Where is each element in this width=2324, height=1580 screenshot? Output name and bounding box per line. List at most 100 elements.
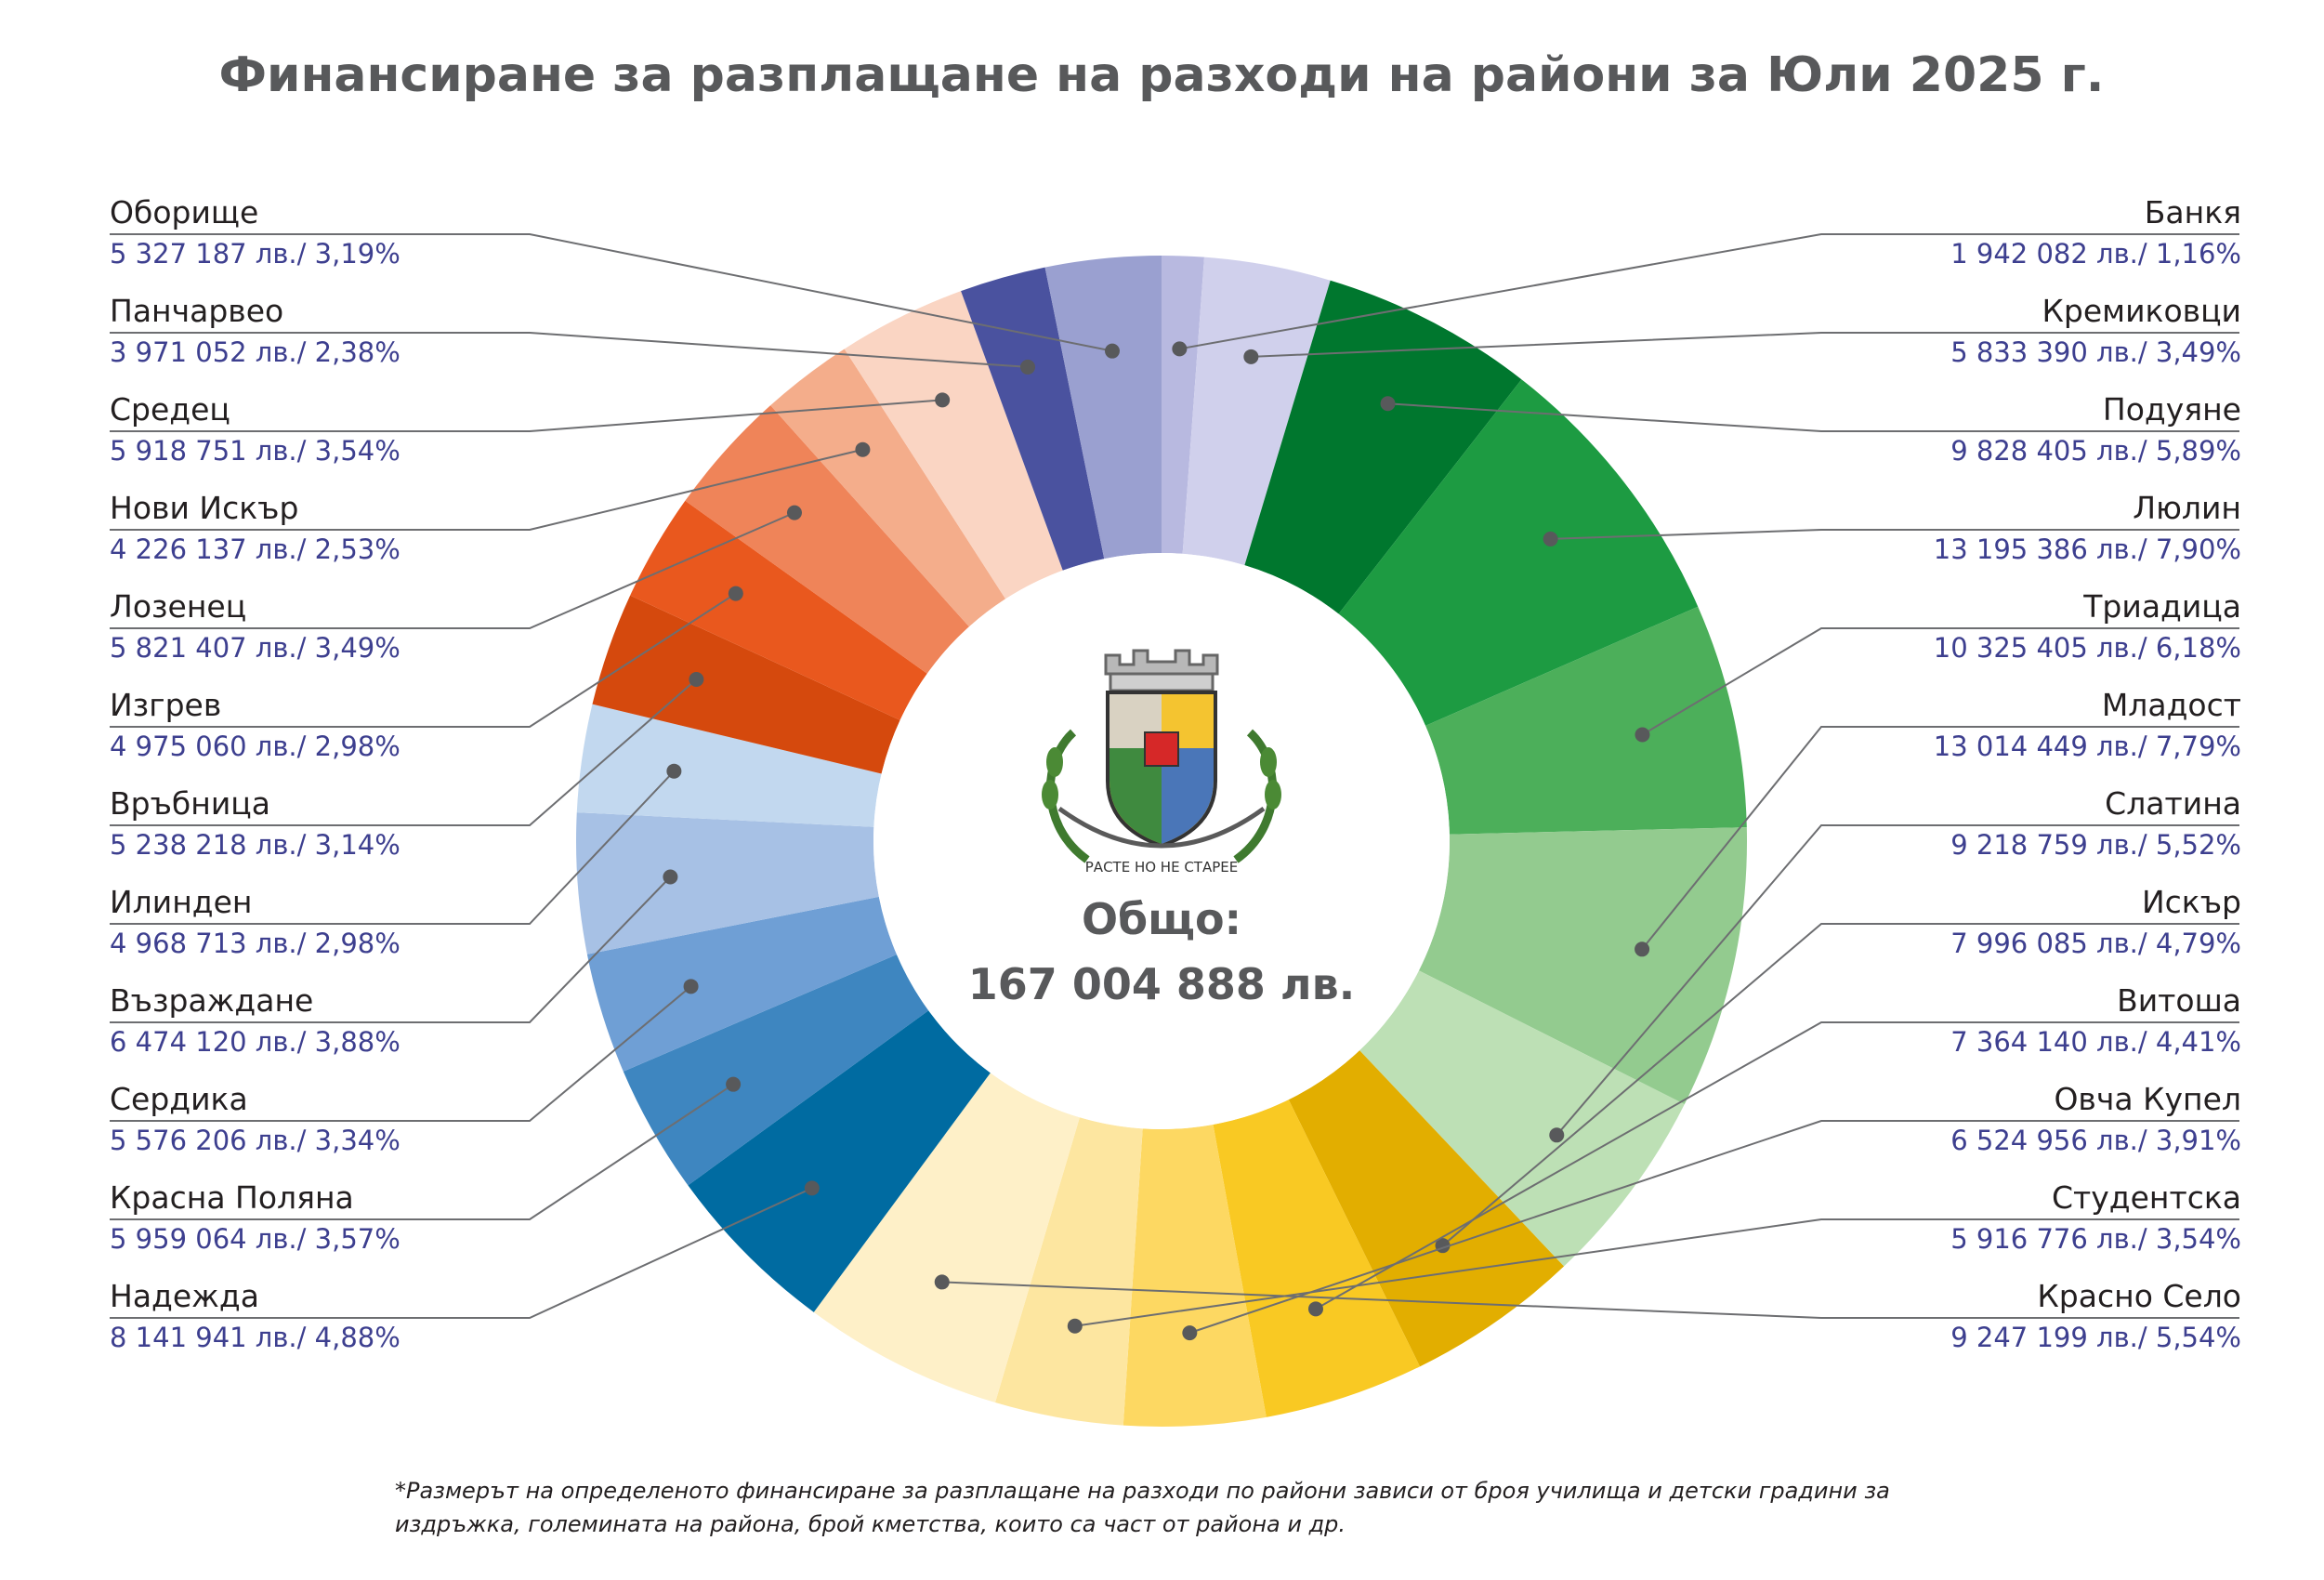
slice-7 [1359, 970, 1685, 1267]
slice-18 [592, 595, 900, 774]
label-value-19: 4 975 060 лв./ 2,98% [110, 731, 400, 762]
leader-line-11 [1074, 1218, 2239, 1327]
label-name-2: Кремиковци [2042, 293, 2242, 329]
label-value-1: 1 942 082 лв./ 1,16% [1950, 238, 2241, 270]
slice-2 [1182, 257, 1331, 566]
leader-dot-20 [786, 505, 802, 520]
leader-line-5 [1641, 627, 2239, 736]
label-value-24: 5 327 187 лв./ 3,19% [110, 238, 400, 270]
leader-dot-18 [689, 671, 704, 687]
slice-4 [1338, 379, 1699, 726]
label-value-21: 4 226 137 лв./ 2,53% [110, 533, 400, 565]
slice-14 [623, 954, 929, 1186]
label-name-4: Люлин [2133, 490, 2241, 526]
leader-line-1 [1179, 233, 2239, 350]
slice-10 [1123, 1124, 1267, 1427]
leader-line-24 [110, 233, 1113, 352]
leader-dot-11 [1067, 1318, 1083, 1334]
leader-dot-19 [728, 586, 743, 601]
label-name-20: Лозенец [110, 588, 246, 625]
leader-dot-14 [726, 1076, 742, 1092]
total-label: Общо: [1082, 894, 1241, 944]
label-name-9: Витоша [2117, 982, 2241, 1019]
label-name-13: Надежда [110, 1278, 259, 1314]
label-value-3: 9 828 405 лв./ 5,89% [1950, 435, 2241, 467]
leader-line-13 [110, 1187, 813, 1319]
leader-line-22 [110, 399, 943, 432]
leader-line-12 [941, 1281, 2239, 1319]
label-value-17: 4 968 713 лв./ 2,98% [110, 928, 400, 959]
label-value-4: 13 195 386 лв./ 7,90% [1934, 533, 2241, 565]
leader-dot-9 [1307, 1301, 1323, 1317]
leader-dot-21 [855, 441, 871, 457]
leader-line-4 [1550, 529, 2239, 540]
slice-8 [1288, 1050, 1565, 1367]
label-value-20: 5 821 407 лв./ 3,49% [110, 632, 400, 664]
label-value-13: 8 141 941 лв./ 4,88% [110, 1322, 400, 1353]
slice-5 [1425, 606, 1747, 835]
label-name-11: Студентска [2052, 1179, 2241, 1216]
label-name-22: Средец [110, 391, 230, 428]
slice-15 [586, 896, 897, 1072]
label-name-12: Красно Село [2037, 1278, 2241, 1314]
leader-dot-13 [804, 1180, 820, 1196]
label-value-12: 9 247 199 лв./ 5,54% [1950, 1322, 2241, 1353]
slice-19 [630, 500, 927, 720]
leader-dot-3 [1380, 396, 1396, 412]
label-name-24: Оборище [110, 194, 258, 230]
label-name-19: Изгрев [110, 687, 221, 723]
leader-line-20 [110, 511, 795, 629]
label-value-5: 10 325 405 лв./ 6,18% [1934, 632, 2241, 664]
label-name-7: Слатина [2105, 785, 2241, 822]
leader-line-16 [110, 876, 672, 1023]
slice-11 [995, 1117, 1143, 1426]
slice-6 [1418, 827, 1747, 1105]
leader-line-9 [1315, 1021, 2239, 1310]
leader-line-14 [110, 1083, 734, 1220]
sofia-coat-of-arms: РАСТЕ НО НЕ СТАРЕЕ [1042, 649, 1281, 876]
label-value-10: 6 524 956 лв./ 3,91% [1950, 1125, 2241, 1156]
leader-dot-10 [1182, 1325, 1198, 1341]
leader-line-3 [1387, 402, 2239, 432]
leader-dot-16 [663, 869, 678, 885]
leader-dot-5 [1635, 727, 1650, 743]
leader-line-18 [110, 678, 698, 826]
label-value-11: 5 916 776 лв./ 3,54% [1950, 1223, 2241, 1255]
slice-13 [688, 1010, 991, 1312]
footnote-line-1: *Размерът на определеното финансиране за… [395, 1478, 1890, 1504]
label-name-5: Триадица [2082, 588, 2241, 625]
label-value-2: 5 833 390 лв./ 3,49% [1950, 336, 2241, 368]
label-value-16: 6 474 120 лв./ 3,88% [110, 1026, 400, 1058]
slice-21 [770, 349, 1006, 627]
slice-1 [1162, 256, 1204, 554]
leader-line-15 [110, 985, 692, 1122]
label-name-17: Илинден [110, 884, 253, 920]
leader-line-23 [110, 332, 1029, 368]
leader-dot-6 [1635, 941, 1650, 957]
slice-17 [576, 704, 882, 827]
slice-24 [1044, 256, 1162, 560]
chart-title: Финансиране за разплащане на разходи на … [218, 47, 2104, 103]
footnote-line-2: издръжка, големината на района, брой кме… [395, 1511, 1346, 1537]
leader-dot-23 [1020, 359, 1036, 375]
leader-dot-17 [666, 763, 682, 779]
leader-dot-7 [1549, 1127, 1565, 1143]
leader-dot-15 [683, 979, 699, 994]
label-name-15: Сердика [110, 1081, 248, 1117]
leader-line-21 [110, 448, 863, 531]
leader-dot-4 [1543, 531, 1558, 546]
label-value-9: 7 364 140 лв./ 4,41% [1950, 1026, 2241, 1058]
label-name-6: Младост [2102, 687, 2241, 723]
label-name-21: Нови Искър [110, 490, 298, 526]
label-value-18: 5 238 218 лв./ 3,14% [110, 829, 400, 861]
label-value-15: 5 576 206 лв./ 3,34% [110, 1125, 400, 1156]
slice-16 [576, 812, 879, 955]
leader-line-8 [1441, 923, 2239, 1246]
label-name-18: Връбница [110, 785, 270, 822]
emblem-motto: РАСТЕ НО НЕ СТАРЕЕ [1085, 859, 1238, 876]
label-value-14: 5 959 064 лв./ 3,57% [110, 1223, 400, 1255]
slice-22 [844, 291, 1063, 599]
label-name-8: Искър [2142, 884, 2241, 920]
slice-12 [813, 1073, 1080, 1403]
